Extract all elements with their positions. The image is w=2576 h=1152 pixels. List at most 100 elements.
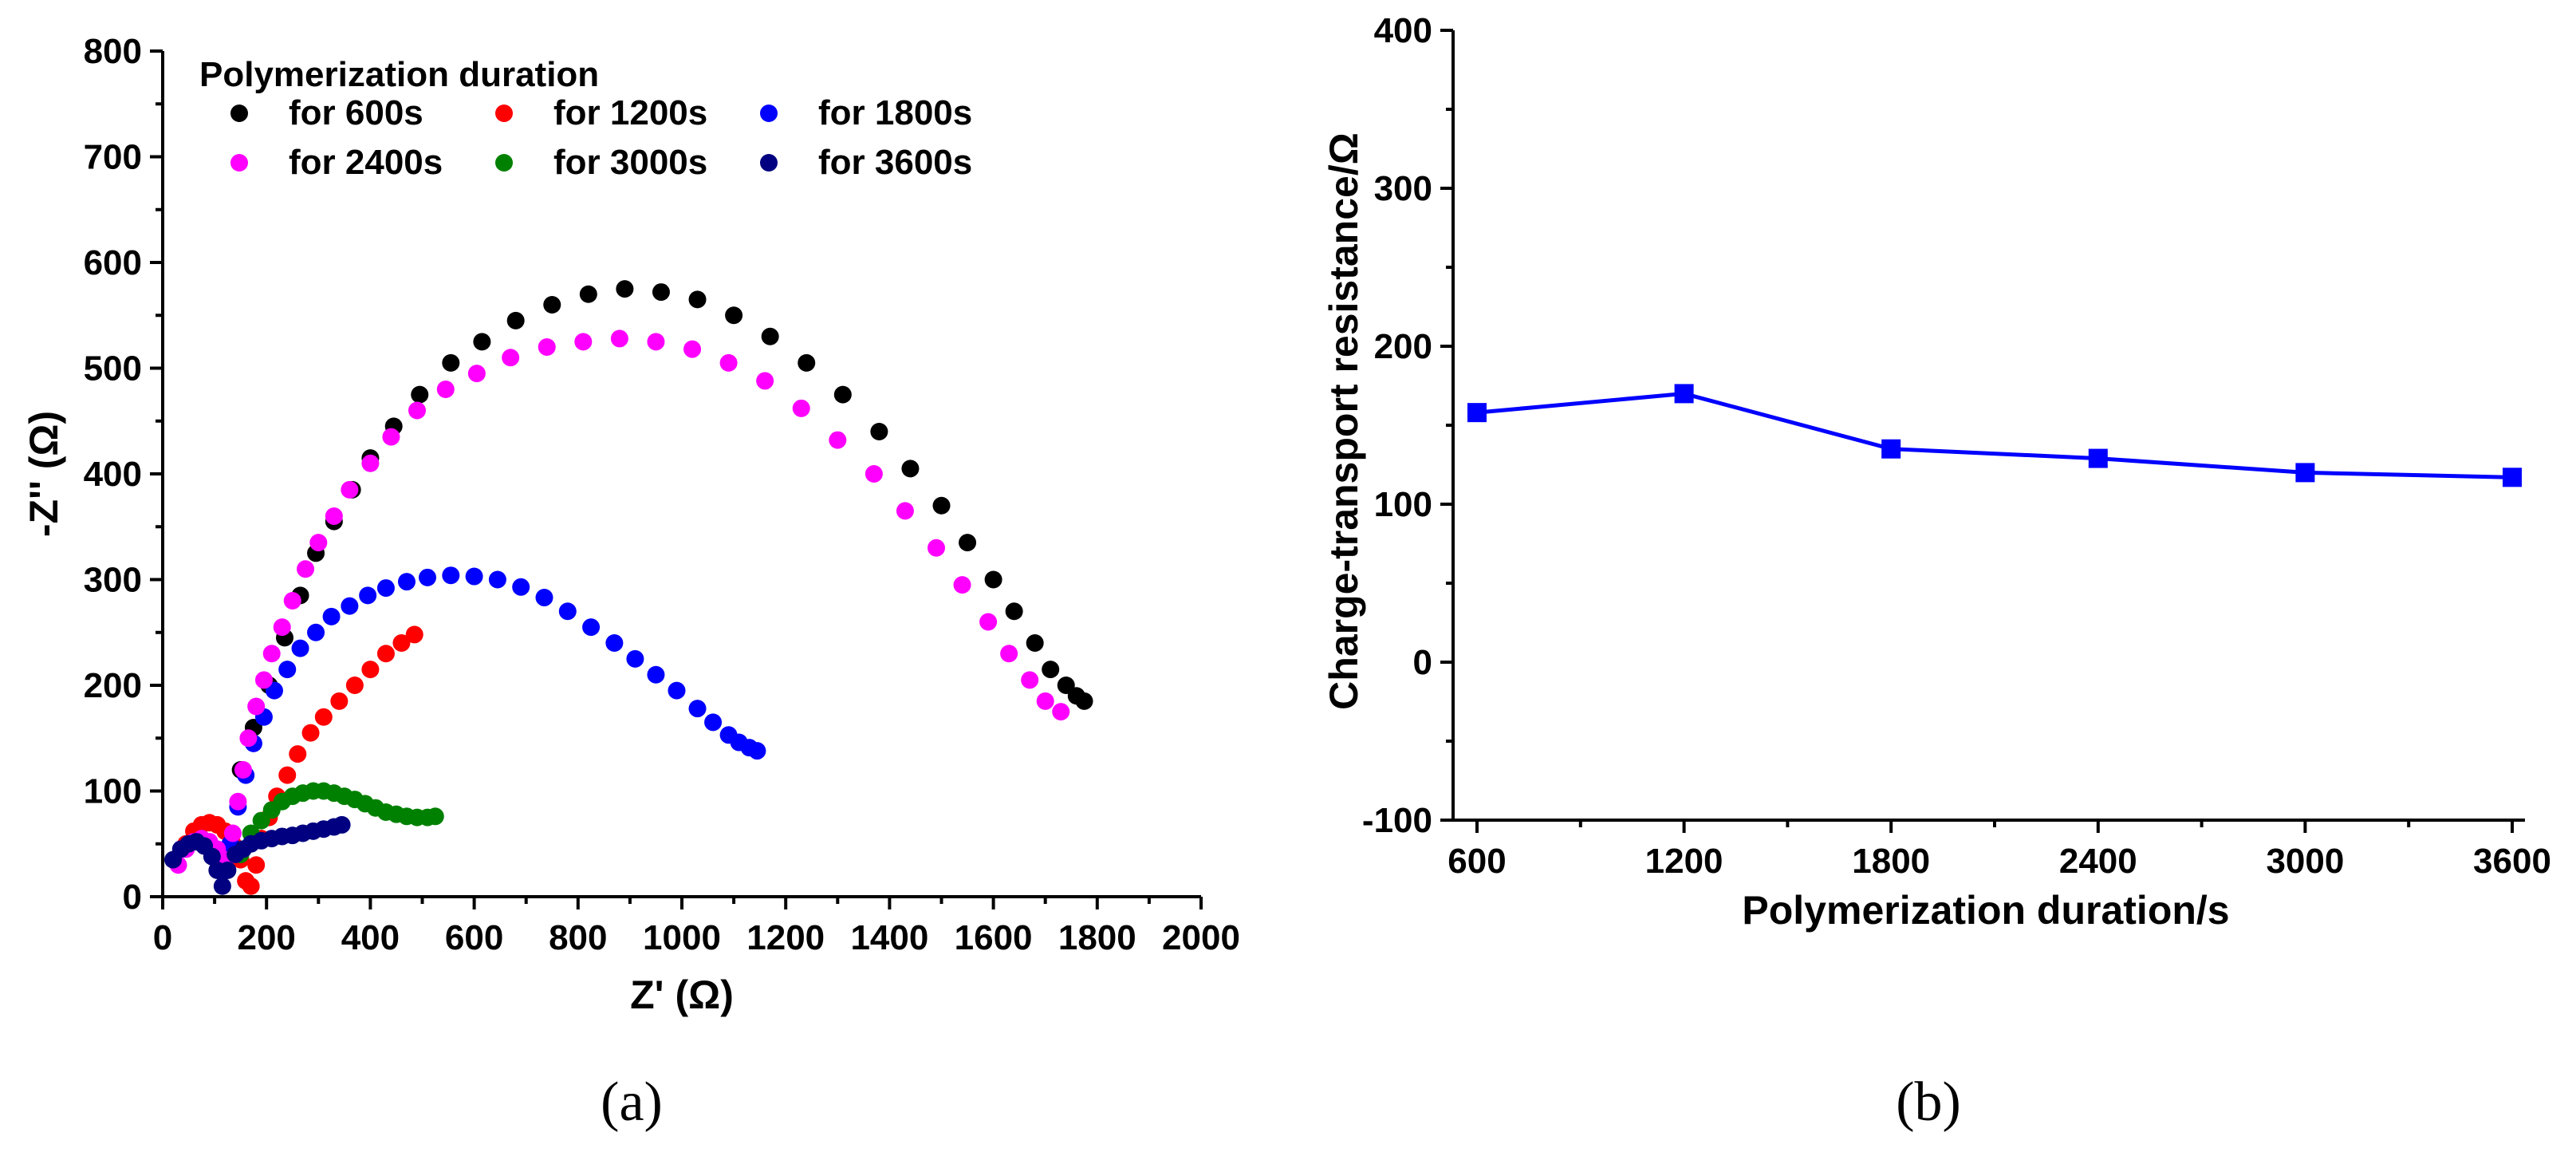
chart-a-point bbox=[203, 847, 221, 866]
chart-a-point bbox=[792, 399, 810, 417]
chart-b-panel-label: (b) bbox=[1896, 1071, 1961, 1133]
chart-a-series-0 bbox=[231, 280, 1093, 779]
chart-b-x-tick-label: 600 bbox=[1448, 842, 1506, 881]
chart-b-x-tick-label: 3000 bbox=[2266, 842, 2344, 881]
chart-a-point bbox=[467, 365, 486, 383]
chart-a-point bbox=[361, 454, 380, 472]
chart-a-point bbox=[756, 372, 774, 390]
chart-a-series-5 bbox=[164, 815, 351, 895]
chart-a-point bbox=[582, 618, 601, 637]
chart-a-point bbox=[543, 296, 561, 314]
chart-a-point bbox=[223, 824, 242, 842]
chart-a-point bbox=[345, 677, 364, 694]
chart-a-y-tick-label: 100 bbox=[84, 772, 142, 811]
chart-a-point bbox=[376, 579, 395, 598]
chart-a-x-tick-label: 1400 bbox=[850, 918, 928, 957]
chart-a-point bbox=[301, 724, 320, 742]
chart-a-point bbox=[688, 290, 707, 309]
chart-a-legend-label: for 600s bbox=[289, 93, 423, 132]
chart-a-point bbox=[688, 700, 707, 718]
chart-a-point bbox=[361, 661, 380, 679]
chart-b-y-tick-label: 0 bbox=[1413, 643, 1432, 682]
chart-a-point bbox=[1005, 602, 1023, 621]
chart-b-axis-frame bbox=[1451, 30, 2525, 822]
chart-a-point bbox=[870, 423, 888, 440]
chart-a-y-tick-label: 300 bbox=[84, 561, 142, 600]
chart-a-y-tick-label: 700 bbox=[84, 138, 142, 177]
chart-a-point bbox=[1026, 634, 1044, 652]
chart-b-point bbox=[2503, 468, 2522, 487]
chart-a-legend-label: for 3600s bbox=[818, 143, 972, 182]
chart-a-point bbox=[408, 401, 426, 420]
chart-a-y-tick-label: 400 bbox=[84, 455, 142, 494]
chart-b-x-tick-label: 3600 bbox=[2473, 842, 2551, 881]
chart-a-point bbox=[309, 534, 328, 552]
chart-a-point bbox=[341, 480, 359, 499]
chart-a-point bbox=[436, 381, 455, 398]
chart-a-point bbox=[325, 507, 343, 525]
chart-a-legend-marker bbox=[760, 154, 778, 172]
chart-a-point bbox=[333, 815, 351, 834]
chart-a-legend-label: for 1200s bbox=[553, 93, 707, 132]
chart-a-point bbox=[719, 353, 738, 372]
chart-a-legend-label: for 1800s bbox=[818, 93, 972, 132]
chart-a-series-2 bbox=[221, 566, 766, 853]
chart-a-point bbox=[254, 671, 273, 689]
chart-a-legend-marker bbox=[495, 154, 513, 172]
chart-a-point bbox=[979, 613, 998, 631]
chart-a-x-tick-label: 1800 bbox=[1058, 918, 1136, 957]
chart-a-legend-marker bbox=[230, 105, 248, 122]
chart-a-point bbox=[605, 634, 624, 652]
chart-a-point bbox=[761, 327, 779, 345]
chart-a-point bbox=[283, 592, 301, 610]
chart-a-point bbox=[927, 539, 945, 557]
chart-a-point bbox=[901, 460, 920, 478]
chart-a-point bbox=[314, 708, 333, 726]
chart-a-point bbox=[579, 285, 597, 303]
chart-b-series-line bbox=[1476, 391, 2513, 479]
chart-a-point bbox=[291, 639, 309, 657]
chart-a-point bbox=[535, 589, 553, 607]
chart-a-x-tick-label: 1200 bbox=[746, 918, 825, 957]
chart-a-point bbox=[322, 607, 341, 625]
chart-a-point bbox=[262, 645, 281, 663]
chart-a-point bbox=[704, 713, 723, 732]
chart-a-point bbox=[829, 431, 847, 449]
chart-a-point bbox=[273, 618, 291, 637]
chart-a-point bbox=[558, 602, 577, 621]
chart-a-point bbox=[473, 333, 491, 351]
chart-a-point bbox=[610, 329, 628, 348]
chart-b-point bbox=[2295, 463, 2315, 483]
chart-a-point bbox=[213, 877, 231, 895]
chart-a-point bbox=[616, 280, 634, 298]
chart-a-x-tick-label: 1600 bbox=[955, 918, 1033, 957]
chart-a-point bbox=[247, 856, 266, 874]
chart-a-point bbox=[382, 428, 400, 446]
chart-a-y-tick-label: 500 bbox=[84, 349, 142, 389]
chart-a-point bbox=[426, 807, 444, 826]
chart-a-point bbox=[502, 349, 520, 367]
chart-a-point bbox=[1042, 661, 1060, 679]
chart-a-point bbox=[330, 692, 349, 710]
chart-b-y-tick-label: 400 bbox=[1374, 11, 1432, 50]
chart-a-point bbox=[798, 353, 816, 372]
chart-a-point bbox=[1052, 703, 1070, 721]
chart-a-x-tick-label: 600 bbox=[445, 918, 503, 957]
chart-a-point bbox=[506, 311, 525, 329]
chart-a-x-tick-label: 400 bbox=[341, 918, 400, 957]
chart-a-x-tick-label: 800 bbox=[549, 918, 607, 957]
chart-a-point bbox=[932, 496, 951, 515]
chart-a-legend-marker bbox=[230, 154, 248, 172]
chart-a: 0 200 400 600 800 1000 1200 1400 1600 1800 2000 0 10… bbox=[22, 32, 1240, 1133]
chart-a-point bbox=[392, 634, 411, 652]
chart-a-x-tick-label: 2000 bbox=[1162, 918, 1240, 957]
chart-a-point bbox=[442, 353, 460, 372]
chart-a-point bbox=[1075, 692, 1093, 710]
chart-a-legend-title: Polymerization duration bbox=[199, 55, 599, 94]
chart-b-y-axis-title: Charge-transport resistance/Ω bbox=[1321, 132, 1366, 710]
chart-a-point bbox=[1000, 645, 1018, 663]
chart-a-point bbox=[278, 661, 297, 679]
chart-a-point bbox=[668, 681, 686, 700]
chart-b-x-tick-label: 1800 bbox=[1852, 842, 1930, 881]
